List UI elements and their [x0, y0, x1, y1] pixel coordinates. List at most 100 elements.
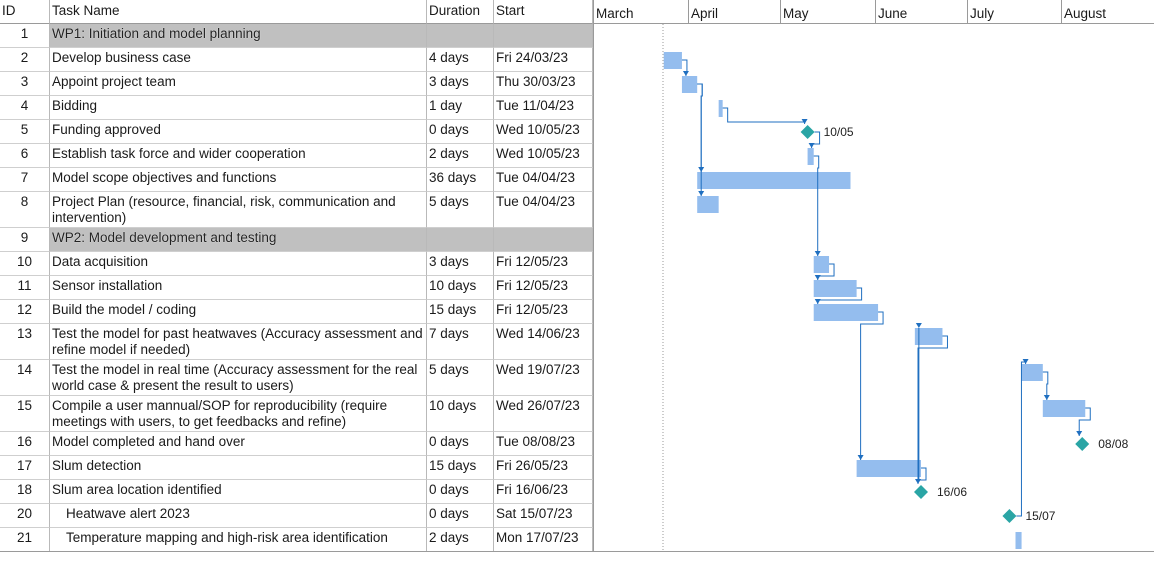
task-duration: 15 days	[427, 456, 494, 480]
task-start: Tue 04/04/23	[494, 192, 593, 228]
dependency-arrowhead	[814, 299, 821, 304]
column-header-duration[interactable]: Duration	[427, 0, 494, 24]
month-label: June	[875, 0, 967, 24]
column-header-id[interactable]: ID	[0, 0, 50, 24]
milestone-date-label: 16/06	[937, 485, 967, 499]
task-start: Fri 12/05/23	[494, 276, 593, 300]
task-bar	[681, 76, 698, 93]
dependency-arrowhead	[682, 71, 689, 76]
task-start: Wed 19/07/23	[494, 360, 593, 396]
task-duration: 36 days	[427, 168, 494, 192]
milestone-date-label: 08/08	[1098, 437, 1128, 451]
task-duration: 0 days	[427, 504, 494, 528]
task-name: Funding approved	[50, 120, 427, 144]
gantt-chart: March April May June July August 10/05 08/08 16…	[593, 0, 1154, 551]
dependency-link	[813, 155, 820, 256]
milestone-date-label: 15/07	[1025, 509, 1055, 523]
task-duration: 10 days	[427, 396, 494, 432]
task-bar	[1015, 532, 1022, 549]
dependency-link	[1016, 361, 1027, 517]
task-start: Tue 04/04/23	[494, 168, 593, 192]
dependency-arrowhead	[1022, 359, 1029, 364]
dependency-link	[697, 83, 703, 196]
task-duration: 5 days	[427, 360, 494, 396]
task-bar	[813, 304, 879, 321]
dependency-arrowhead	[1043, 395, 1050, 400]
task-start: Fri 12/05/23	[494, 252, 593, 276]
task-start: Wed 10/05/23	[494, 144, 593, 168]
task-name: Test the model in real time (Accuracy as…	[50, 360, 427, 396]
task-start: Fri 12/05/23	[494, 300, 593, 324]
task-duration: 0 days	[427, 432, 494, 456]
task-name: Appoint project team	[50, 72, 427, 96]
task-start: Fri 24/03/23	[494, 48, 593, 72]
task-name: Heatwave alert 2023	[50, 504, 427, 528]
task-duration: 3 days	[427, 252, 494, 276]
task-bar	[914, 328, 943, 345]
month-label: April	[688, 0, 780, 24]
dependency-link	[860, 311, 884, 460]
task-name: Data acquisition	[50, 252, 427, 276]
task-duration: 5 days	[427, 192, 494, 228]
dependency-link	[722, 107, 806, 124]
task-id: 2	[0, 48, 50, 72]
column-header-task-name[interactable]: Task Name	[50, 0, 427, 24]
task-name: Model completed and hand over	[50, 432, 427, 456]
task-id: 4	[0, 96, 50, 120]
task-start	[494, 228, 593, 252]
task-duration: 4 days	[427, 48, 494, 72]
task-duration	[427, 228, 494, 252]
milestone-marker	[1002, 509, 1017, 523]
task-duration: 0 days	[427, 480, 494, 504]
task-start: Tue 08/08/23	[494, 432, 593, 456]
task-name: Model scope objectives and functions	[50, 168, 427, 192]
task-bar	[807, 148, 814, 165]
dependency-link	[917, 335, 948, 484]
task-duration: 7 days	[427, 324, 494, 360]
task-duration: 10 days	[427, 276, 494, 300]
task-name: Build the model / coding	[50, 300, 427, 324]
dependency-arrowhead	[915, 479, 921, 484]
task-id: 15	[0, 396, 50, 432]
summary-task-name: WP1: Initiation and model planning	[50, 24, 427, 48]
task-id: 16	[0, 432, 50, 456]
task-name: Slum detection	[50, 456, 427, 480]
task-start: Mon 17/07/23	[494, 528, 593, 552]
task-name: Bidding	[50, 96, 427, 120]
timescale-header: March April May June July August	[594, 0, 1154, 24]
dependency-arrowhead	[1076, 431, 1083, 436]
milestone-date-label: 10/05	[824, 125, 854, 139]
task-id: 14	[0, 360, 50, 396]
task-name: Sensor installation	[50, 276, 427, 300]
task-id: 3	[0, 72, 50, 96]
task-id: 7	[0, 168, 50, 192]
task-start: Wed 14/06/23	[494, 324, 593, 360]
task-start: Wed 26/07/23	[494, 396, 593, 432]
task-id: 11	[0, 276, 50, 300]
task-name: Establish task force and wider cooperati…	[50, 144, 427, 168]
task-bar	[697, 196, 719, 213]
task-bar	[856, 460, 921, 477]
task-id: 20	[0, 504, 50, 528]
task-start: Thu 30/03/23	[494, 72, 593, 96]
milestone-marker	[914, 485, 928, 499]
column-header-start[interactable]: Start	[494, 0, 593, 24]
task-bar	[813, 280, 857, 297]
task-table: ID Task Name Duration Start 1 WP1: Initia…	[0, 0, 593, 552]
task-bar	[1021, 364, 1043, 381]
month-label: March	[596, 6, 634, 21]
task-id: 13	[0, 324, 50, 360]
task-name: Temperature mapping and high-risk area i…	[50, 528, 427, 552]
task-id: 9	[0, 228, 50, 252]
task-id: 10	[0, 252, 50, 276]
dependency-arrowhead	[698, 191, 705, 196]
month-label: July	[967, 0, 1061, 24]
task-id: 21	[0, 528, 50, 552]
dependency-link	[1042, 371, 1049, 400]
task-id: 8	[0, 192, 50, 228]
task-start: Sat 15/07/23	[494, 504, 593, 528]
bottom-divider	[0, 551, 1154, 552]
task-bar	[1042, 400, 1086, 417]
task-bar	[813, 256, 830, 273]
task-id: 5	[0, 120, 50, 144]
